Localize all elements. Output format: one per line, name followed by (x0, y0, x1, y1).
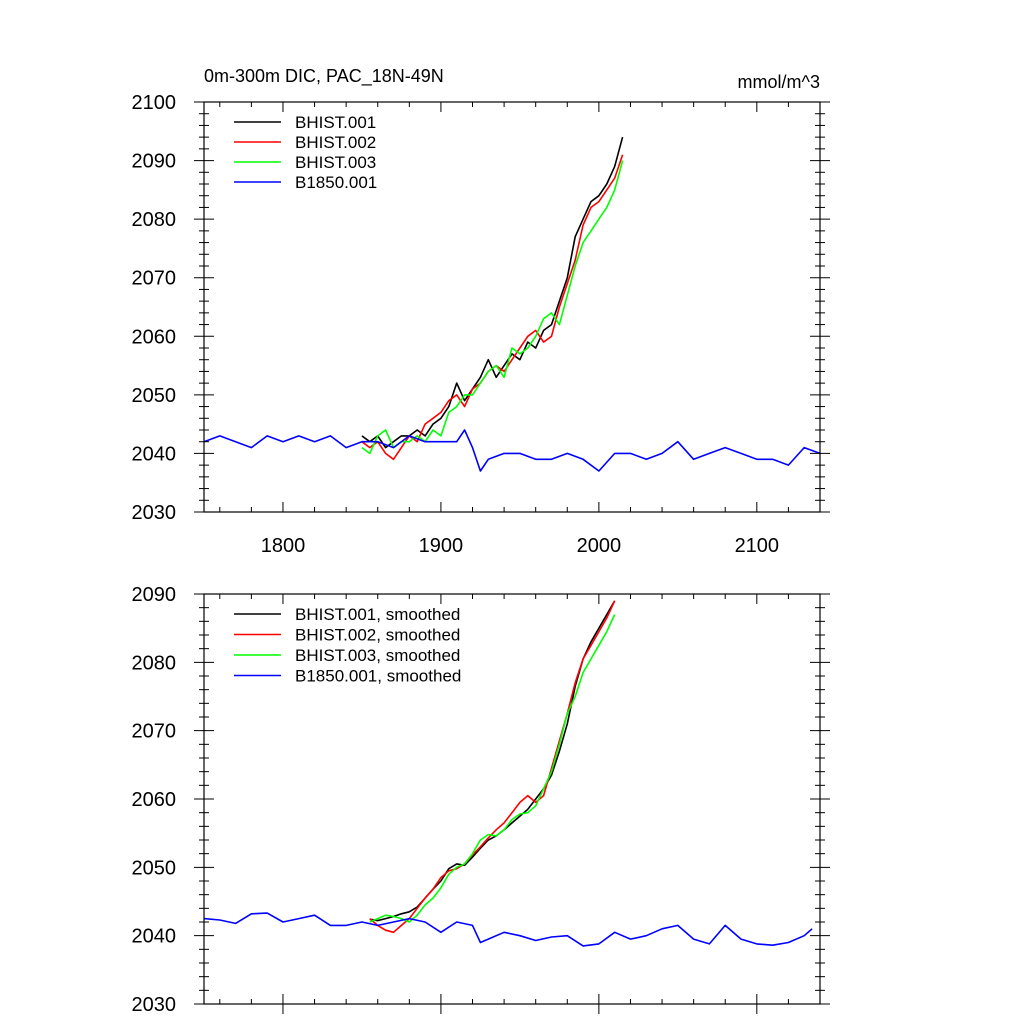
series-line-bhist-002 (361, 154, 624, 461)
series-line-bhist-003-smoothed (369, 614, 616, 923)
y-tick-label: 2060 (132, 789, 177, 811)
y-tick-label: 2080 (132, 209, 177, 231)
y-tick-label: 2030 (132, 994, 177, 1016)
y-axis: 2030 2040 2050 2060 2070 2080 2090 (132, 584, 830, 1016)
y-tick-label: 2100 (132, 92, 177, 114)
legend: BHIST.001, smoothed BHIST.002, smoothedBH… (234, 605, 461, 686)
y-tick-label: 2030 (132, 502, 177, 524)
series-line-b1850-001-smoothed (203, 912, 813, 947)
legend-label: BHIST.002, smoothed (295, 626, 460, 645)
y-tick-label: 2040 (132, 443, 177, 465)
series-line-bhist-001-smoothed (369, 600, 616, 922)
series-lines (203, 600, 813, 947)
y-tick-label: 2090 (132, 584, 177, 606)
legend-label: BHIST.003 (295, 153, 376, 172)
series-line-bhist-003 (361, 160, 624, 455)
legend-label: BHIST.003, smoothed (295, 646, 460, 665)
x-tick-label: 2000 (577, 535, 622, 557)
x-axis (219, 594, 821, 1014)
series-line-b1850-001 (203, 429, 821, 472)
legend-label: B1850.001, smoothed (295, 667, 461, 686)
plot-frame (203, 101, 821, 513)
y-tick-label: 2060 (132, 326, 177, 348)
y-tick-label: 2050 (132, 857, 177, 879)
legend-label: B1850.001 (295, 173, 377, 192)
y-axis: 2030 2040 2050 2060 2070 2080 2090 2100 (132, 92, 830, 524)
legend-label: BHIST.002 (295, 133, 376, 152)
y-tick-label: 2090 (132, 151, 177, 173)
y-tick-label: 2040 (132, 926, 177, 948)
x-axis: 1800 1900 2000 2100 (219, 102, 821, 557)
legend-label: BHIST.001, smoothed (295, 605, 460, 624)
y-tick-label: 2050 (132, 385, 177, 407)
series-line-bhist-002-smoothed (369, 600, 616, 934)
y-tick-label: 2070 (132, 721, 177, 743)
series-line-bhist-001 (361, 136, 624, 449)
bottom-panel: 2030 2040 2050 2060 2070 2080 2090 BHIST.001, s… (132, 584, 830, 1016)
y-tick-label: 2070 (132, 268, 177, 290)
legend-label: BHIST.001 (295, 113, 376, 132)
x-tick-label: 1800 (261, 535, 306, 557)
chart-title: 0m-300m DIC, PAC_18N-49N (204, 66, 444, 87)
y-tick-label: 2080 (132, 652, 177, 674)
series-lines (203, 136, 821, 472)
x-tick-label: 2100 (735, 535, 780, 557)
x-tick-label: 1900 (419, 535, 464, 557)
units-label: mmol/m^3 (738, 72, 820, 92)
top-panel: 1800 1900 2000 2100 2030 2040 2050 2060 2070 2080… (132, 92, 830, 557)
